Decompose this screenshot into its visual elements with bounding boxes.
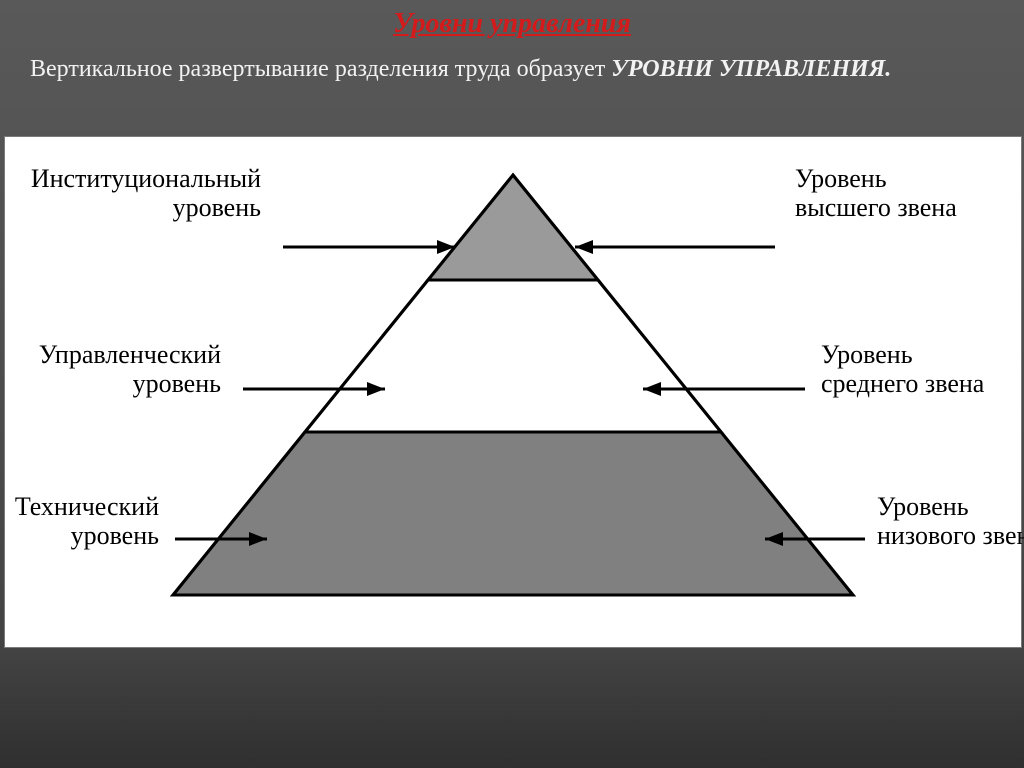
label-line: уровень (0, 370, 221, 399)
label-line: Уровень (821, 341, 1024, 370)
label-line: высшего звена (795, 194, 1015, 223)
label-line: низового звена (877, 522, 1024, 551)
pyramid-diagram: Институциональный уровень Управленческий… (4, 136, 1022, 648)
label-right-mid: Уровень среднего звена (821, 341, 1024, 398)
slide: Уровни управления Вертикальное развертыв… (0, 0, 1024, 768)
label-line: уровень (11, 194, 261, 223)
label-right-top: Уровень высшего звена (795, 165, 1015, 222)
slide-bottom-shadow (0, 648, 1024, 768)
label-left-top: Институциональный уровень (11, 165, 261, 222)
label-line: среднего звена (821, 370, 1024, 399)
label-left-bot: Технический уровень (0, 493, 159, 550)
label-line: Технический (0, 493, 159, 522)
label-line: Уровень (877, 493, 1024, 522)
label-line: Институциональный (11, 165, 261, 194)
label-right-bot: Уровень низового звена (877, 493, 1024, 550)
label-line: Уровень (795, 165, 1015, 194)
slide-title: Уровни управления (0, 8, 1024, 40)
label-line: Управленческий (0, 341, 221, 370)
label-line: уровень (0, 522, 159, 551)
slide-subtitle: Вертикальное развертывание разделения тр… (30, 54, 994, 84)
subtitle-plain: Вертикальное развертывание разделения тр… (30, 56, 611, 82)
label-left-mid: Управленческий уровень (0, 341, 221, 398)
subtitle-emph: УРОВНИ УПРАВЛЕНИЯ. (611, 56, 891, 82)
